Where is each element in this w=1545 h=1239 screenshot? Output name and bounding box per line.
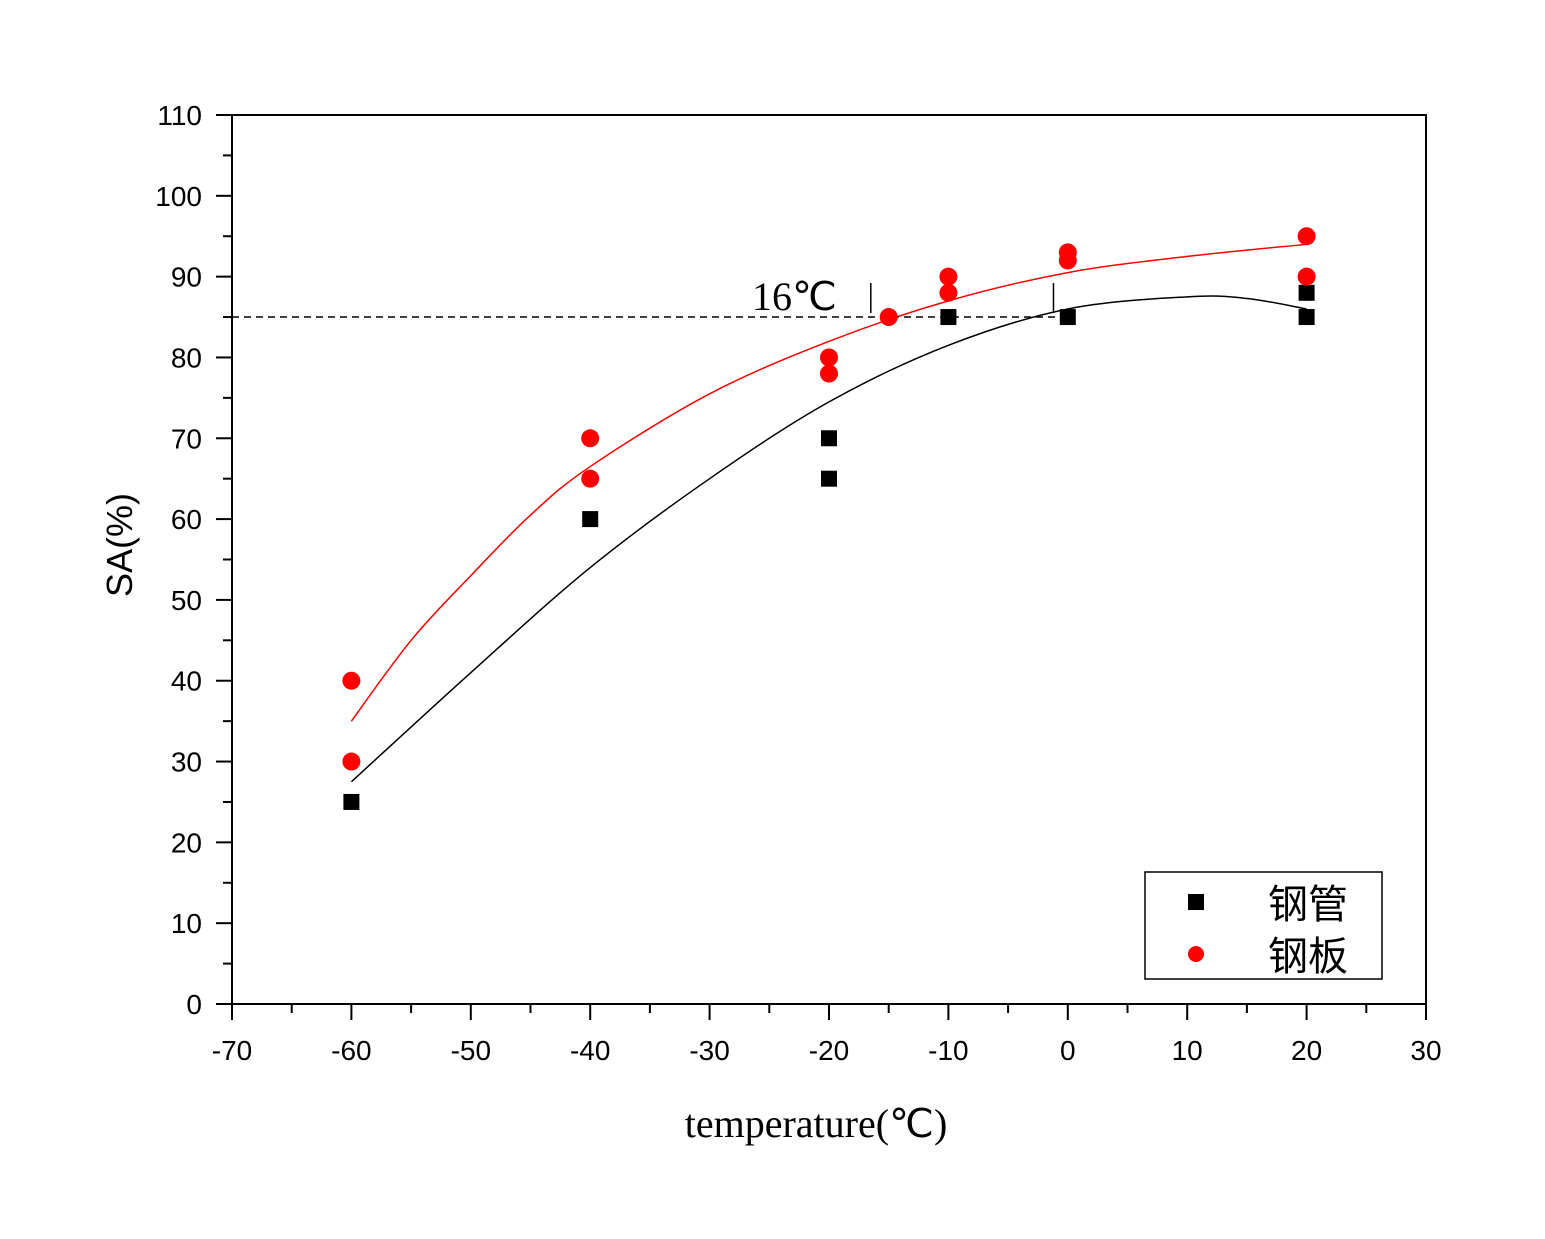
data-point-series-1	[939, 267, 958, 286]
data-point-series-1	[1297, 227, 1316, 246]
data-point-series-1	[1297, 267, 1316, 286]
x-tick-label: 10	[1172, 1035, 1203, 1066]
x-tick-label: -10	[928, 1035, 968, 1066]
y-tick-label: 100	[155, 181, 202, 212]
legend-box	[1144, 871, 1383, 980]
x-tick-label: -40	[570, 1035, 610, 1066]
data-point-series-1	[342, 671, 361, 690]
data-points	[342, 227, 1316, 810]
x-tick-label: -30	[689, 1035, 729, 1066]
data-point-series-0	[940, 309, 957, 326]
data-point-series-0	[821, 470, 837, 487]
y-tick-label: 90	[171, 262, 202, 293]
legend: 钢管 钢板	[1144, 871, 1383, 980]
y-tick-label: 70	[171, 423, 202, 454]
data-point-series-1	[939, 283, 958, 302]
y-tick-label: 10	[171, 908, 202, 939]
x-tick-label: 0	[1060, 1035, 1076, 1066]
y-tick-label: 0	[186, 989, 202, 1020]
data-point-series-1	[820, 348, 838, 367]
fit-curve-series-0	[350, 295, 1307, 783]
data-point-series-0	[582, 511, 599, 528]
x-tick-label: 20	[1291, 1035, 1322, 1066]
legend-label-steel-pipe: 钢管	[1268, 882, 1348, 928]
data-point-series-0	[343, 793, 360, 810]
x-axis-label: temperature(℃)	[685, 1101, 948, 1146]
y-tick-label: 30	[171, 747, 202, 778]
data-point-series-1	[1058, 251, 1077, 270]
legend-marker-steel-plate	[1188, 946, 1204, 962]
data-point-series-0	[1298, 309, 1315, 326]
y-tick-label: 40	[171, 666, 202, 697]
data-point-series-0	[821, 430, 837, 447]
y-tick-label: 60	[171, 504, 202, 535]
y-tick-label: 80	[171, 342, 202, 373]
plot-area	[231, 114, 1427, 1005]
ticks: -70 -60 -50 -40 -30 -20 -10 0 10 20 30 0 10 20 30 40 50 6…	[155, 100, 1441, 1066]
fit-curves	[350, 243, 1307, 783]
fit-curve-series-1	[350, 243, 1307, 722]
x-tick-label: -20	[809, 1035, 849, 1066]
data-point-series-1	[581, 429, 600, 448]
y-tick-label: 110	[157, 100, 202, 131]
data-point-series-0	[1059, 309, 1076, 326]
data-point-series-1	[342, 752, 361, 771]
annotation-16c: 16℃	[752, 274, 837, 319]
legend-label-steel-plate: 钢板	[1268, 934, 1348, 980]
data-point-series-1	[581, 469, 600, 488]
y-tick-label: 50	[171, 585, 202, 616]
reference-line	[232, 283, 1068, 318]
x-tick-label: 30	[1410, 1035, 1441, 1066]
y-tick-label: 20	[171, 827, 202, 858]
data-point-series-0	[1298, 284, 1315, 301]
x-tick-label: -60	[331, 1035, 371, 1066]
data-point-series-1	[879, 308, 898, 327]
x-tick-label: -70	[212, 1035, 252, 1066]
legend-marker-steel-pipe	[1188, 894, 1204, 910]
y-axis-label: SA(%)	[99, 493, 140, 597]
x-tick-label: -50	[451, 1035, 491, 1066]
data-point-series-1	[820, 364, 838, 383]
